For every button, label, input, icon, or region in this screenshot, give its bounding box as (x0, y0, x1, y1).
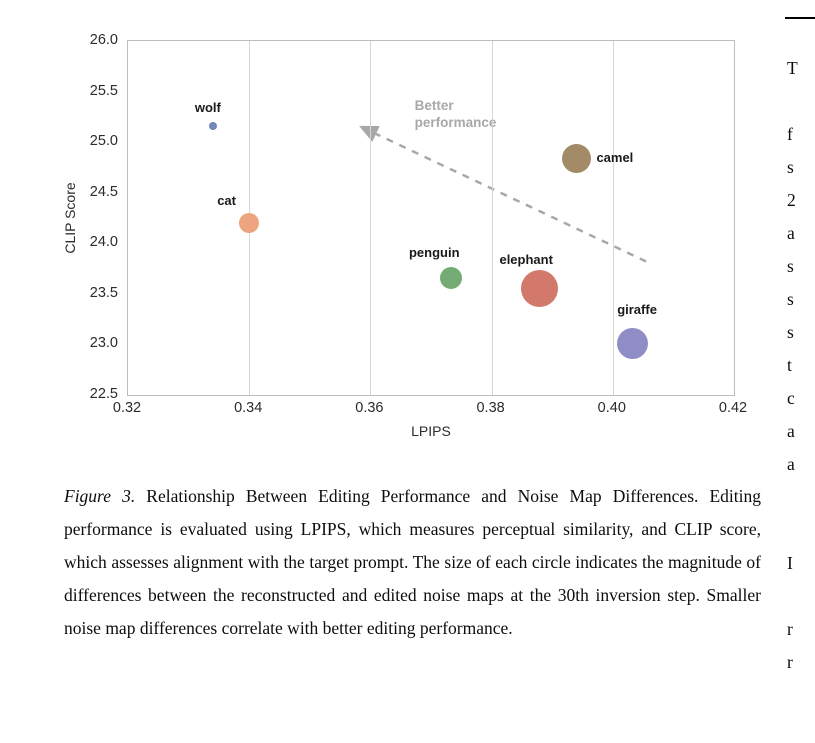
x-tick-label: 0.38 (476, 400, 505, 416)
column-edge-text-fragment: r (787, 652, 793, 672)
x-tick-label: 0.36 (355, 400, 384, 416)
x-tick-label: 0.34 (234, 400, 263, 416)
column-edge-text-fragment: a (787, 454, 795, 474)
figure-caption: Figure 3. Relationship Between Editing P… (64, 480, 761, 645)
annotation-line-1: Better (414, 97, 454, 113)
x-tick-label: 0.32 (112, 400, 142, 416)
column-edge-text-fragment: a (787, 223, 795, 243)
data-point-elephant (520, 270, 558, 308)
column-edge-text-fragment: s (787, 256, 794, 276)
x-tick-label: 0.42 (718, 400, 748, 416)
y-tick-label: 25.0 (89, 133, 118, 150)
data-point-label-wolf: wolf (194, 99, 221, 115)
column-edge-text-fragment: f (787, 124, 793, 144)
data-point-label-giraffe: giraffe (617, 302, 657, 318)
data-point-label-penguin: penguin (408, 244, 460, 260)
column-edge-text-fragment: r (787, 619, 793, 639)
column-edge-text-fragment: c (787, 388, 795, 408)
y-tick-label: 22.5 (89, 386, 118, 402)
data-point-cat (239, 213, 260, 234)
y-tick-label: 23.0 (89, 335, 118, 352)
column-rule (785, 17, 815, 19)
column-edge-text-fragment: t (787, 355, 792, 375)
gridline (370, 41, 372, 395)
y-tick-label: 24.5 (89, 183, 118, 200)
x-axis-title: LPIPS (411, 423, 451, 439)
plot-area: Better performance wolf cat penguin elephan… (127, 40, 735, 396)
y-tick-label: 24.0 (89, 234, 118, 251)
data-point-camel (561, 143, 591, 173)
gridline (491, 41, 493, 395)
column-edge-text-fragment: T (787, 58, 798, 78)
annotation-line-2: performance (414, 114, 497, 130)
better-performance-annotation: Better performance (415, 97, 497, 131)
column-edge-text-fragment: s (787, 157, 794, 177)
x-tick-label: 0.40 (597, 400, 626, 416)
column-edge-text-fragment: 2 (787, 190, 796, 210)
gridline (612, 41, 614, 395)
data-point-label-elephant: elephant (499, 251, 553, 267)
data-point-penguin (439, 266, 462, 289)
column-edge-text-fragment: s (787, 322, 794, 342)
x-tick-labels: 0.32 0.34 0.36 0.38 0.40 0.42 (113, 400, 747, 420)
figure-caption-text: Relationship Between Editing Performance… (64, 486, 762, 638)
column-edge-text-fragment: s (787, 289, 794, 309)
y-tick-labels: 22.5 23.0 23.5 24.0 24.5 25.0 25.5 26.0 (0, 32, 122, 402)
data-point-label-camel: camel (596, 150, 634, 166)
column-edge-text-fragment: I (787, 553, 793, 573)
figure-caption-label: Figure 3. (64, 486, 136, 506)
y-tick-label: 25.5 (89, 82, 118, 99)
data-point-wolf (208, 121, 217, 130)
y-tick-label: 23.5 (89, 284, 118, 301)
data-point-label-cat: cat (217, 193, 236, 209)
column-edge-text-fragment: a (787, 421, 795, 441)
y-tick-label: 26.0 (89, 32, 118, 48)
data-point-giraffe (616, 327, 648, 359)
